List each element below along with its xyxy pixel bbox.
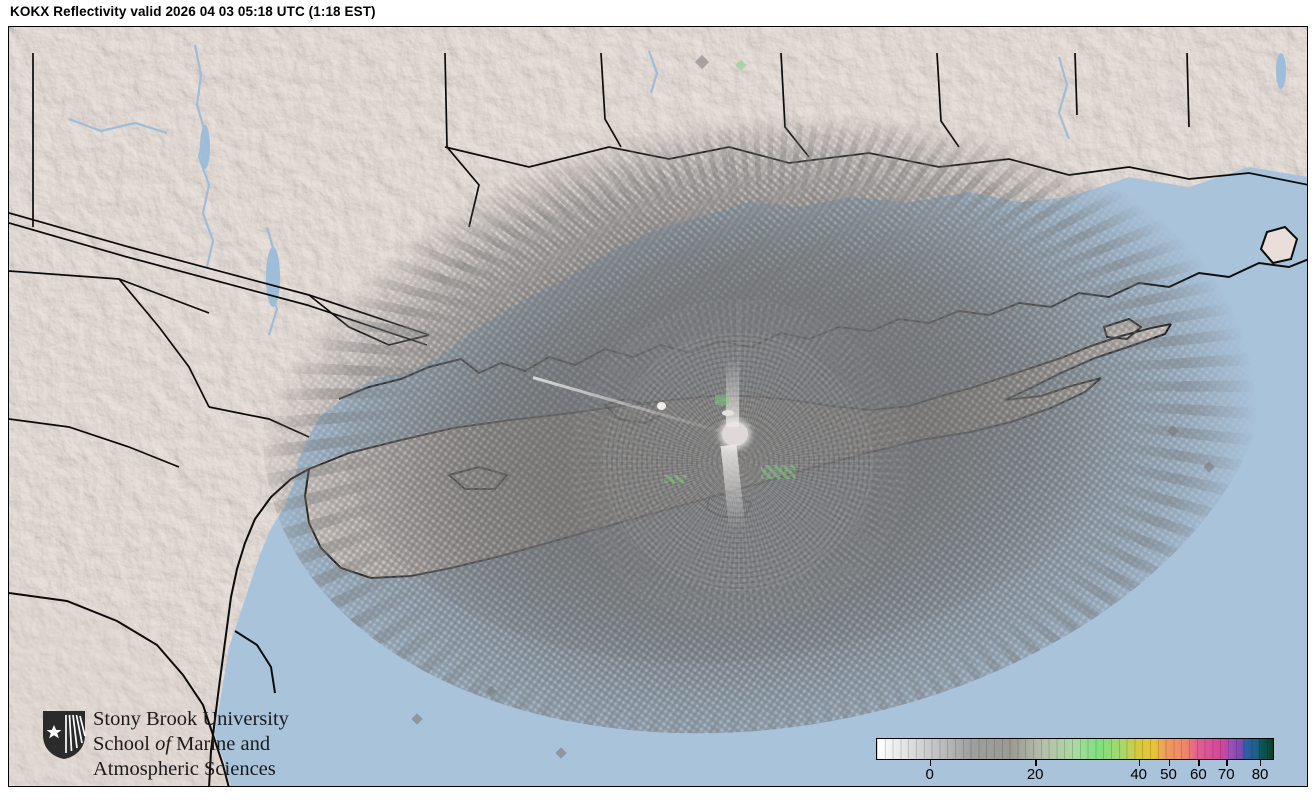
colorbar-tick-50	[1168, 760, 1170, 766]
colorbar-step-dividers	[877, 739, 1273, 759]
colorbar-tick-label-70: 70	[1217, 766, 1235, 783]
stony-brook-logo-text: Stony Brook University School of Marine …	[93, 707, 289, 782]
colorbar-tick-80	[1260, 760, 1262, 766]
radar-map-canvas: Stony Brook University School of Marine …	[9, 27, 1307, 786]
logo-line-3: Atmospheric Sciences	[93, 758, 276, 780]
logo-line-2: School of Marine and	[93, 732, 289, 757]
colorbar-tick-label-60: 60	[1190, 766, 1207, 783]
colorbar-tick-label-40: 40	[1130, 766, 1148, 783]
colorbar-tick-60	[1198, 760, 1200, 766]
colorbar-tick-70	[1226, 760, 1228, 766]
stony-brook-shield-icon	[43, 711, 86, 759]
logo-line-2-b: Marine and	[171, 733, 271, 755]
logo-line-1: Stony Brook University	[93, 708, 289, 730]
landmass-long-island	[304, 323, 1169, 577]
radar-map-frame[interactable]: Stony Brook University School of Marine …	[8, 26, 1308, 787]
reflectivity-colorbar[interactable]	[876, 738, 1274, 760]
colorbar-tick-40	[1138, 760, 1141, 766]
stony-brook-university-logo: Stony Brook University School of Marine …	[41, 707, 321, 786]
colorbar-tick-label-20: 20	[1026, 766, 1044, 783]
colorbar-tick-label-50: 50	[1160, 766, 1177, 783]
colorbar-gradient	[877, 739, 1273, 759]
colorbar-tick-label-0: 0	[925, 766, 934, 783]
basemap-vector	[9, 27, 1307, 786]
colorbar-tick-0	[929, 760, 932, 766]
reflectivity-colorbar-group[interactable]: 0 20 40 50 60 70 80	[876, 738, 1274, 783]
colorbar-tick-label-80: 80	[1251, 766, 1269, 783]
logo-line-2-a: School	[93, 733, 156, 755]
page-title: KOKX Reflectivity valid 2026 04 03 05:18…	[10, 4, 376, 19]
colorbar-tick-20	[1035, 760, 1037, 766]
title-bar: KOKX Reflectivity valid 2026 04 03 05:18…	[0, 0, 1316, 26]
logo-line-2-italic: of	[155, 733, 172, 755]
